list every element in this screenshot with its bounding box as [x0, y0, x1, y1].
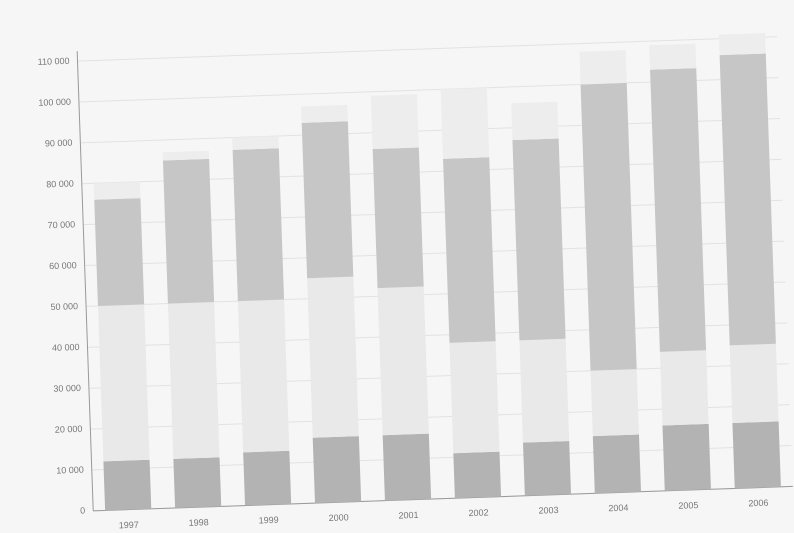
y-tick-label: 90 000 — [45, 138, 73, 149]
y-tick-label: 40 000 — [52, 342, 80, 353]
grid-line — [77, 36, 778, 62]
y-tick-label: 30 000 — [53, 383, 81, 394]
bar-segment — [732, 421, 781, 489]
bar-segment — [512, 138, 566, 341]
bar-segment — [307, 276, 359, 438]
x-tick-label: 2006 — [748, 498, 768, 509]
bar-segment — [372, 147, 424, 289]
y-tick-label: 70 000 — [48, 219, 76, 230]
bar-segment — [173, 457, 222, 508]
bar-segment — [511, 101, 559, 141]
x-tick-label: 1998 — [189, 517, 209, 528]
y-tick-label: 80 000 — [46, 178, 74, 189]
bar-segment — [167, 301, 220, 459]
bar-segment — [579, 50, 627, 85]
bar-segment — [162, 158, 215, 304]
x-tick-label: 1997 — [119, 520, 139, 531]
bar-segment — [301, 121, 354, 279]
y-tick-label: 100 000 — [38, 97, 71, 108]
y-axis — [76, 51, 94, 511]
x-tick-label: 1999 — [258, 515, 278, 526]
x-tick-label: 2001 — [398, 510, 418, 521]
plot: 0 10 000 20 000 30 000 40 000 50 000 60 000 70 … — [37, 33, 793, 531]
bar-segment — [718, 33, 766, 56]
bar-segment — [301, 104, 348, 123]
bar-segment — [440, 87, 490, 159]
bar-segment — [650, 68, 707, 352]
bar-segment — [103, 459, 152, 511]
bar-segment — [312, 436, 362, 504]
bar-segment — [162, 150, 210, 161]
bar-segment — [590, 369, 639, 437]
y-tick-label: 10 000 — [56, 465, 84, 476]
x-tick-label: 2004 — [608, 503, 628, 514]
bar-segment — [580, 82, 637, 371]
x-tick-label: 2003 — [538, 505, 558, 516]
bar-segment — [443, 157, 496, 343]
bar-segment — [453, 451, 502, 499]
bar-segment — [93, 181, 141, 200]
bar-segment — [377, 286, 429, 436]
x-tick-label: 2005 — [678, 500, 698, 511]
y-tick-label: 60 000 — [49, 260, 77, 271]
x-tick-label: 2002 — [468, 507, 488, 518]
bar-segment — [729, 343, 779, 424]
bar-segment — [522, 441, 572, 496]
bar-segment — [659, 350, 709, 426]
bar-segment — [382, 433, 432, 501]
bar-segment — [719, 53, 776, 346]
y-tick-label: 50 000 — [50, 301, 78, 312]
x-tick-label: 2000 — [328, 512, 348, 523]
bar-segment — [232, 148, 285, 302]
bar-segment — [237, 299, 290, 453]
bar-segment — [94, 198, 145, 307]
bar-segment — [370, 94, 419, 150]
bar-segment — [662, 423, 711, 491]
bar-segment — [97, 304, 150, 462]
bar-segment — [449, 341, 500, 454]
bar-segment — [649, 43, 697, 70]
bar-segment — [243, 450, 292, 506]
y-tick-label: 0 — [80, 506, 85, 516]
bar-segment — [519, 338, 570, 443]
y-tick-label: 20 000 — [55, 424, 83, 435]
bar-segment — [232, 135, 279, 150]
y-tick-label: 110 000 — [37, 56, 69, 67]
bar-segment — [592, 434, 641, 494]
